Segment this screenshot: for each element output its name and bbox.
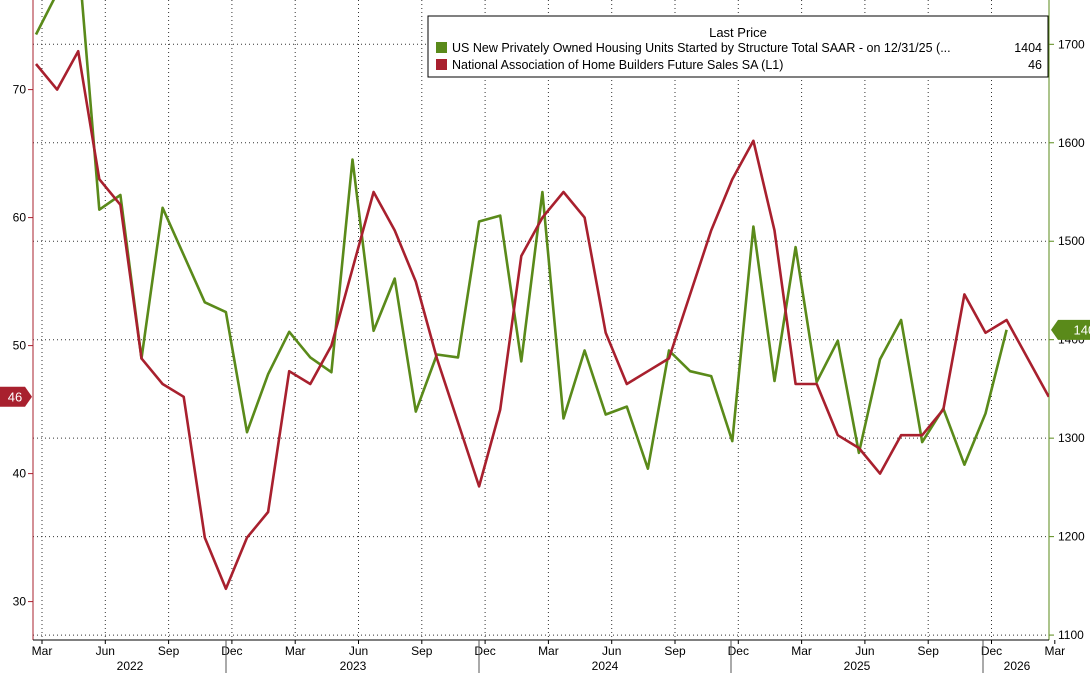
x-tick-label: Sep	[411, 644, 433, 658]
right-tick-label: 1500	[1058, 234, 1085, 248]
legend-value-nahb-future-sales: 46	[1028, 58, 1042, 72]
right-tick-label: 1700	[1058, 37, 1085, 51]
last-value-badge-nahb-future-sales	[0, 386, 32, 407]
legend-title: Last Price	[709, 25, 767, 40]
x-tick-label: Mar	[1044, 644, 1065, 658]
year-label: 2026	[1004, 659, 1031, 673]
x-tick-label: Jun	[96, 644, 115, 658]
x-tick-label: Sep	[918, 644, 940, 658]
year-label: 2025	[844, 659, 871, 673]
left-tick-label: 40	[13, 467, 27, 481]
series-line-housing-starts	[34, 0, 1008, 471]
x-tick-label: Sep	[158, 644, 180, 658]
right-tick-label: 1300	[1058, 431, 1085, 445]
year-label: 2024	[592, 659, 619, 673]
series-line-nahb-future-sales	[34, 49, 1049, 591]
axes: 30405060701100120013001400150016001700Ma…	[13, 0, 1085, 673]
x-tick-label: Mar	[791, 644, 812, 658]
x-tick-label: Dec	[221, 644, 242, 658]
gridlines	[33, 0, 1049, 640]
left-tick-label: 70	[13, 83, 27, 97]
legend-value-housing-starts: 1404	[1014, 41, 1042, 55]
legend-label-nahb-future-sales: National Association of Home Builders Fu…	[452, 58, 783, 72]
legend-swatch-housing-starts	[436, 42, 447, 53]
legend: Last Price US New Privately Owned Housin…	[427, 15, 1049, 78]
x-tick-label: Jun	[602, 644, 621, 658]
right-tick-label: 1200	[1058, 530, 1085, 544]
right-tick-label: 1100	[1058, 628, 1084, 642]
last-value-label-nahb-future-sales: 46	[8, 389, 22, 404]
left-tick-label: 60	[13, 211, 27, 225]
x-tick-label: Jun	[855, 644, 874, 658]
year-label: 2023	[340, 659, 367, 673]
series-lines	[34, 0, 1049, 591]
last-value-badges: 1404 46	[0, 319, 1090, 407]
legend-swatch-nahb-future-sales	[436, 59, 447, 70]
x-tick-label: Dec	[474, 644, 495, 658]
x-tick-label: Mar	[285, 644, 306, 658]
right-tick-label: 1600	[1058, 136, 1085, 150]
left-tick-label: 30	[13, 595, 27, 609]
legend-label-housing-starts: US New Privately Owned Housing Units Sta…	[452, 41, 951, 55]
legend-box	[427, 15, 1049, 78]
last-value-badge-housing-starts	[1051, 319, 1090, 340]
left-tick-label: 50	[13, 339, 27, 353]
x-tick-label: Jun	[349, 644, 368, 658]
last-value-label-housing-starts: 1404	[1074, 322, 1090, 337]
x-tick-label: Dec	[981, 644, 1002, 658]
x-tick-label: Sep	[664, 644, 686, 658]
x-tick-label: Mar	[32, 644, 53, 658]
x-tick-label: Mar	[538, 644, 559, 658]
year-label: 2022	[117, 659, 144, 673]
x-tick-label: Dec	[728, 644, 749, 658]
